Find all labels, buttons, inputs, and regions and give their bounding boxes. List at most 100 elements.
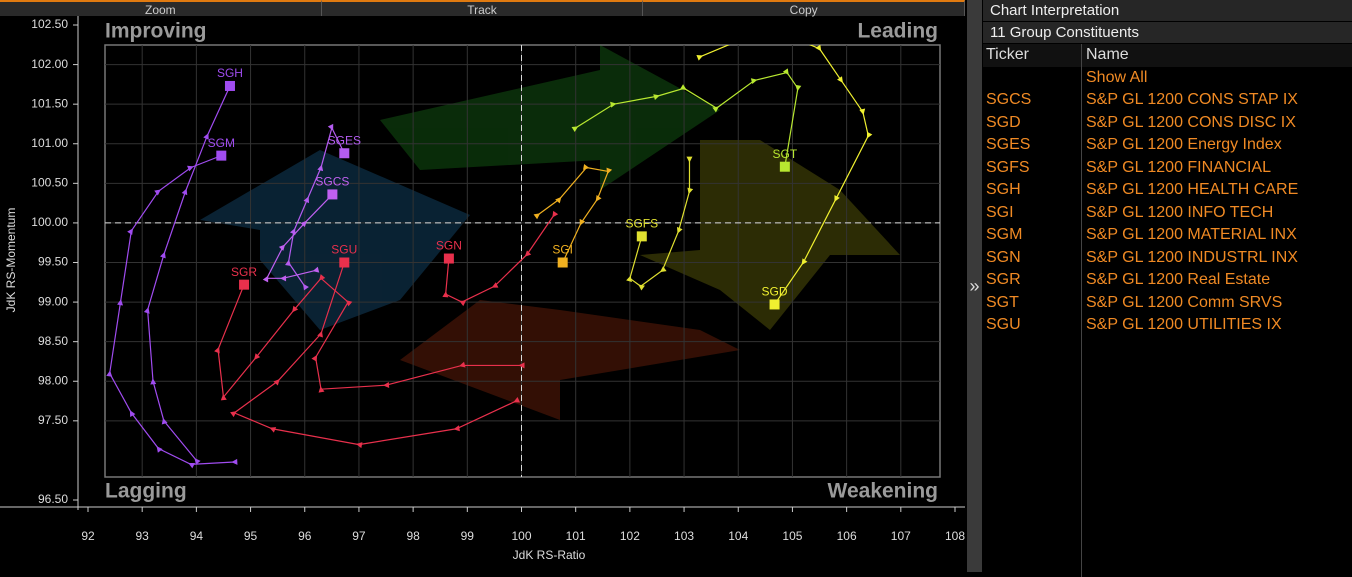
tail-point xyxy=(606,167,613,175)
head-marker xyxy=(339,148,350,159)
ticker: SGFS xyxy=(986,158,1030,176)
tail-point xyxy=(319,274,326,281)
tail-point xyxy=(187,165,194,172)
head-marker xyxy=(636,231,647,242)
constituent-row[interactable]: SGH S&P GL 1200 HEALTH CARE xyxy=(983,179,1352,202)
y-tick-label: 100.50 xyxy=(31,176,68,190)
tail-point xyxy=(595,194,602,202)
tail-point xyxy=(795,84,802,92)
tail-point xyxy=(327,123,334,131)
tail-line xyxy=(146,85,231,461)
tail-point xyxy=(311,354,318,362)
series-label: SGN xyxy=(436,239,462,253)
tail-point xyxy=(610,101,617,108)
blank-cell xyxy=(983,67,1081,90)
constituent-row[interactable]: SGU S&P GL 1200 UTILITIES IX xyxy=(983,314,1352,337)
ticker: SGT xyxy=(986,293,1019,311)
tail-line xyxy=(233,262,517,446)
x-tick-label: 106 xyxy=(837,529,857,543)
toolbar-button[interactable]: Track xyxy=(321,0,644,17)
head-marker xyxy=(779,161,790,172)
series-label: SGD xyxy=(762,285,788,299)
series-layer xyxy=(106,45,873,469)
tail-point xyxy=(150,378,157,385)
show-all-row[interactable]: Show All xyxy=(983,66,1352,90)
tail-line xyxy=(265,193,333,279)
constituent-row[interactable]: SGCS S&P GL 1200 CONS STAP IX xyxy=(983,89,1352,112)
tail-point xyxy=(203,133,209,140)
constituent-name: S&P GL 1200 Real Estate xyxy=(1081,269,1352,292)
head-marker xyxy=(557,257,568,268)
constituent-row[interactable]: SGFS S&P GL 1200 FINANCIAL xyxy=(983,156,1352,179)
panel-toggle[interactable]: » xyxy=(967,0,982,572)
arrow-yellow xyxy=(640,140,900,330)
tail-point xyxy=(679,84,687,90)
head-marker xyxy=(239,279,250,290)
rotation-arrows xyxy=(200,45,900,420)
y-tick-label: 96.50 xyxy=(38,492,68,506)
constituent-name: S&P GL 1200 INDUSTRL INX xyxy=(1081,246,1352,269)
tail-point xyxy=(491,282,499,288)
ticker: SGM xyxy=(986,226,1023,243)
y-tick-label: 99.00 xyxy=(38,294,68,308)
y-tick-label: 101.00 xyxy=(31,136,68,150)
constituent-row[interactable]: SGT S&P GL 1200 Comm SRVS xyxy=(983,291,1352,314)
series-label: SGI xyxy=(552,243,573,257)
tail-point xyxy=(458,361,466,368)
constituent-row[interactable]: SGES S&P GL 1200 Energy Index xyxy=(983,134,1352,157)
x-tick-label: 93 xyxy=(136,529,150,543)
constituent-name: S&P GL 1200 INFO TECH xyxy=(1081,201,1352,224)
tail-point xyxy=(230,411,237,418)
tail-point xyxy=(154,189,161,196)
tail-point xyxy=(143,307,150,314)
constituent-name: S&P GL 1200 CONS STAP IX xyxy=(1081,89,1352,112)
constituent-name: S&P GL 1200 MATERIAL INX xyxy=(1081,224,1352,247)
tail-point xyxy=(106,370,113,377)
tail-point xyxy=(866,131,873,139)
show-all[interactable]: Show All xyxy=(1081,66,1352,89)
tail-point xyxy=(533,213,541,220)
sidebar-title: Chart Interpretation xyxy=(983,0,1352,22)
tail-point xyxy=(583,164,590,170)
arrow-blue xyxy=(200,150,470,330)
constituent-row[interactable]: SGI S&P GL 1200 INFO TECH xyxy=(983,201,1352,224)
blank-cell xyxy=(983,337,1081,577)
tail-line xyxy=(445,214,555,303)
tail-point xyxy=(303,283,309,291)
tail-point xyxy=(383,382,390,389)
ticker: SGCS xyxy=(986,91,1032,108)
tail-point xyxy=(524,250,532,257)
x-tick-label: 105 xyxy=(782,529,802,543)
chart: Improving Leading Lagging Weakening JdK … xyxy=(0,15,965,562)
quadrant-label: Weakening xyxy=(828,480,938,503)
ticker: SGES xyxy=(986,136,1031,153)
tail-point xyxy=(312,266,320,273)
head-marker xyxy=(339,257,350,268)
ticker: SGU xyxy=(986,316,1021,333)
table-filler xyxy=(983,336,1352,577)
tail-point xyxy=(782,68,789,75)
x-tick-label: 96 xyxy=(298,529,312,543)
tail-point xyxy=(160,251,166,259)
constituents-table: Ticker Name Show All SGCS S&P GL 1200 CONS S… xyxy=(983,44,1352,577)
tail-point xyxy=(571,126,579,133)
toolbar-button[interactable]: Copy xyxy=(643,0,966,17)
arrow-red xyxy=(400,300,740,420)
y-tick-label: 98.00 xyxy=(38,373,68,387)
constituent-row[interactable]: SGN S&P GL 1200 INDUSTRL INX xyxy=(983,246,1352,269)
tail-point xyxy=(859,108,866,116)
x-tick-label: 100 xyxy=(511,529,531,543)
tail-point xyxy=(442,291,449,298)
toolbar-button[interactable]: Zoom xyxy=(0,0,322,17)
tail-point xyxy=(254,353,261,360)
constituent-row[interactable]: SGM S&P GL 1200 MATERIAL INX xyxy=(983,224,1352,247)
constituent-name: S&P GL 1200 FINANCIAL xyxy=(1081,156,1352,179)
x-tick-label: 102 xyxy=(620,529,640,543)
tail-line xyxy=(217,277,522,399)
tail-point xyxy=(686,156,693,163)
constituent-row[interactable]: SGD S&P GL 1200 CONS DISC IX xyxy=(983,111,1352,134)
constituent-row[interactable]: SGR S&P GL 1200 Real Estate xyxy=(983,269,1352,292)
constituent-name: S&P GL 1200 HEALTH CARE xyxy=(1081,179,1352,202)
series-label: SGU xyxy=(331,243,357,257)
